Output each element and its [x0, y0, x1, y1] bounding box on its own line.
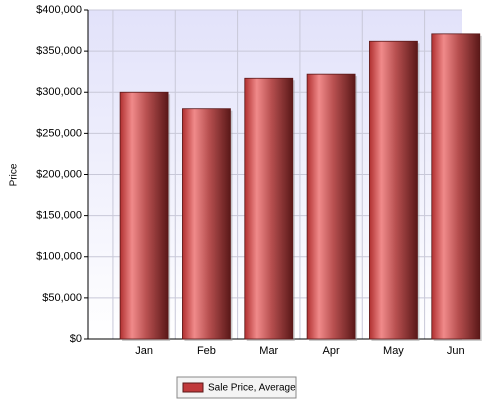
bar — [431, 33, 481, 340]
y-tick-label: $0 — [70, 333, 82, 345]
y-tick-label: $100,000 — [36, 251, 82, 263]
x-tick-label: Jan — [135, 345, 153, 357]
legend-label: Sale Price, Average — [208, 383, 296, 394]
y-tick-label: $150,000 — [36, 210, 82, 222]
bar — [244, 77, 294, 340]
legend-swatch — [182, 382, 204, 393]
bar — [119, 91, 169, 340]
y-tick-label: $400,000 — [36, 4, 82, 16]
y-axis-label: Price — [9, 163, 20, 186]
x-tick-label: May — [383, 345, 404, 357]
x-tick-label: Jun — [447, 345, 465, 357]
x-tick-label: Feb — [197, 345, 216, 357]
x-tick-label: Mar — [259, 345, 278, 357]
y-tick-label: $300,000 — [36, 86, 82, 98]
legend-box — [176, 376, 297, 399]
y-tick-label: $350,000 — [36, 45, 82, 57]
y-tick-label: $50,000 — [42, 292, 82, 304]
bar — [182, 108, 231, 340]
y-tick-label: $250,000 — [36, 127, 82, 139]
x-tick-label: Apr — [323, 345, 340, 357]
legend: Sale Price, Average — [176, 376, 297, 399]
bar — [369, 40, 418, 340]
bar — [306, 73, 356, 340]
y-tick-label: $200,000 — [36, 168, 82, 180]
